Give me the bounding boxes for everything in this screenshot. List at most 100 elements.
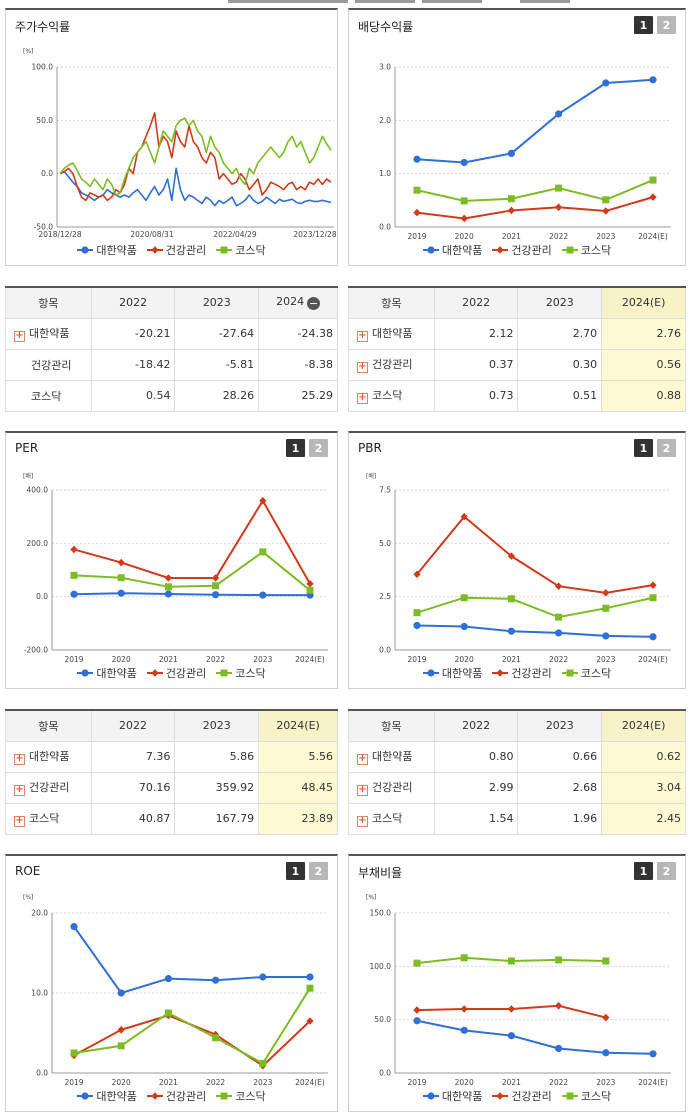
data-point bbox=[460, 594, 468, 602]
x-tick-label: 2020 bbox=[112, 1078, 131, 1087]
legend-marker-icon bbox=[77, 246, 94, 254]
page-1-button[interactable]: 1 bbox=[634, 16, 653, 34]
x-tick-label: 2020 bbox=[455, 1078, 474, 1087]
page-2-button[interactable]: 2 bbox=[309, 439, 328, 457]
row-name-cell[interactable]: + 건강관리 bbox=[348, 348, 435, 381]
expand-icon[interactable]: + bbox=[357, 815, 368, 827]
y-tick-label: -50.0 bbox=[34, 223, 54, 232]
page-1-button[interactable]: 1 bbox=[286, 862, 305, 880]
expand-icon[interactable]: + bbox=[357, 361, 368, 373]
legend-label: 건강관리 bbox=[511, 667, 552, 680]
legend-item[interactable]: 대한약품 bbox=[422, 1088, 482, 1104]
legend-item[interactable]: 건강관리 bbox=[146, 1088, 207, 1104]
y-tick-label: 20.0 bbox=[31, 909, 48, 918]
row-name: 건강관리 bbox=[372, 358, 413, 371]
legend-label: 건강관리 bbox=[165, 1090, 207, 1103]
row-name-cell[interactable]: + 대한약품 bbox=[5, 740, 92, 773]
row-name-cell[interactable]: + 코스닥 bbox=[348, 802, 435, 835]
y-tick-label: 5.0 bbox=[379, 539, 391, 548]
y-tick-label: 50.0 bbox=[36, 116, 53, 125]
legend-item[interactable]: 대한약품 bbox=[77, 242, 137, 258]
row-name-cell[interactable]: + 코스닥 bbox=[5, 802, 92, 835]
page-2-button[interactable]: 2 bbox=[657, 16, 676, 34]
row-name-cell[interactable]: + 건강관리 bbox=[348, 771, 435, 804]
data-point bbox=[306, 579, 314, 588]
data-point bbox=[164, 975, 172, 983]
expand-icon[interactable]: + bbox=[14, 330, 25, 342]
x-tick-label: 2024(E) bbox=[295, 655, 325, 664]
x-tick-label: 2022 bbox=[206, 655, 225, 664]
expand-icon[interactable]: + bbox=[357, 392, 368, 404]
page-2-button[interactable]: 2 bbox=[657, 439, 676, 457]
data-point bbox=[164, 590, 172, 598]
legend-item[interactable]: 건강관리 bbox=[492, 1088, 552, 1104]
legend-item[interactable]: 코스닥 bbox=[561, 1088, 612, 1104]
stock-return-panel: 주가수익률 [%] 100.0 50.0 0.0 -50.0 2018/12/28 202… bbox=[5, 8, 338, 266]
legend-item[interactable]: 코스닥 bbox=[216, 665, 266, 681]
data-point bbox=[212, 976, 220, 984]
expand-icon[interactable]: + bbox=[14, 815, 25, 827]
page-2-button[interactable]: 2 bbox=[309, 862, 328, 880]
legend-item[interactable]: 코스닥 bbox=[216, 242, 266, 258]
chart-legend: 대한약품 건강관리 코스닥 bbox=[6, 242, 337, 258]
legend-item[interactable]: 코스닥 bbox=[561, 665, 611, 681]
legend-item[interactable]: 건강관리 bbox=[146, 665, 206, 681]
data-point bbox=[649, 1050, 657, 1058]
y-tick-label: 0.0 bbox=[41, 169, 53, 178]
table-row: + 대한약품 7.36 5.86 5.56 bbox=[5, 740, 338, 773]
expand-icon[interactable]: + bbox=[14, 784, 25, 796]
y-tick-label: 200.0 bbox=[27, 539, 49, 548]
legend-marker bbox=[151, 669, 159, 677]
legend-item[interactable]: 대한약품 bbox=[422, 665, 482, 681]
row-name: 건강관리 bbox=[29, 781, 70, 794]
row-name-cell[interactable]: + 건강관리 bbox=[5, 771, 92, 804]
pbr-table: 항목 2022 2023 2024(E) + 대한약품 0.80 0.66 0.6… bbox=[348, 709, 686, 835]
value-cell: 5.56 bbox=[258, 740, 338, 773]
y-tick-label: 150.0 bbox=[370, 909, 392, 918]
legend-label: 코스닥 bbox=[580, 1090, 612, 1103]
page-2-button[interactable]: 2 bbox=[657, 862, 676, 880]
data-point bbox=[212, 574, 220, 582]
collapse-icon[interactable]: − bbox=[307, 297, 321, 311]
unit-label: [배] bbox=[23, 473, 34, 480]
legend-label: 건강관리 bbox=[165, 244, 207, 257]
page-1-button[interactable]: 1 bbox=[634, 862, 653, 880]
row-name-cell[interactable]: + 대한약품 bbox=[348, 317, 435, 350]
row-name-cell[interactable]: + 대한약품 bbox=[348, 740, 435, 773]
legend-marker bbox=[151, 246, 159, 254]
data-point bbox=[413, 155, 421, 163]
chart-legend: 대한약품 건강관리 코스닥 bbox=[349, 242, 685, 258]
legend-item[interactable]: 대한약품 bbox=[77, 1088, 137, 1104]
unit-label: [%] bbox=[23, 48, 34, 55]
legend-item[interactable]: 건강관리 bbox=[146, 242, 207, 258]
data-point bbox=[212, 1034, 220, 1042]
per-chart: 400.0 200.0 0.0 -200.0 2019 2020 2021 2022 2023 2… bbox=[24, 486, 328, 664]
page-1-button[interactable]: 1 bbox=[286, 439, 305, 457]
data-point bbox=[413, 570, 421, 579]
legend-item[interactable]: 대한약품 bbox=[77, 665, 137, 681]
table-row: + 대한약품 -20.21 -27.64 -24.38 bbox=[5, 317, 338, 350]
expand-icon[interactable]: + bbox=[357, 753, 368, 765]
x-tick-label: 2019 bbox=[64, 1078, 83, 1087]
header-2023: 2023 bbox=[517, 709, 603, 742]
series-line bbox=[416, 624, 654, 638]
expand-icon[interactable]: + bbox=[14, 753, 25, 765]
row-name-cell[interactable]: + 대한약품 bbox=[5, 317, 92, 350]
header-2023: 2023 bbox=[174, 709, 260, 742]
unit-label: [%] bbox=[366, 894, 377, 901]
legend-item[interactable]: 건강관리 bbox=[492, 242, 552, 258]
data-point bbox=[70, 590, 78, 598]
expand-icon[interactable]: + bbox=[357, 784, 368, 796]
row-name-cell[interactable]: + 코스닥 bbox=[348, 379, 435, 412]
page-1-button[interactable]: 1 bbox=[634, 439, 653, 457]
value-cell: 23.89 bbox=[258, 802, 338, 835]
legend-item[interactable]: 대한약품 bbox=[422, 242, 482, 258]
legend-item[interactable]: 코스닥 bbox=[561, 242, 611, 258]
x-tick-label: 2024(E) bbox=[638, 1078, 668, 1087]
expand-icon[interactable]: + bbox=[357, 330, 368, 342]
legend-marker-icon bbox=[146, 669, 163, 677]
data-point bbox=[602, 957, 610, 965]
legend-item[interactable]: 건강관리 bbox=[492, 665, 552, 681]
table-row: 건강관리 -18.42 -5.81 -8.38 bbox=[5, 348, 338, 381]
legend-item[interactable]: 코스닥 bbox=[216, 1088, 266, 1104]
